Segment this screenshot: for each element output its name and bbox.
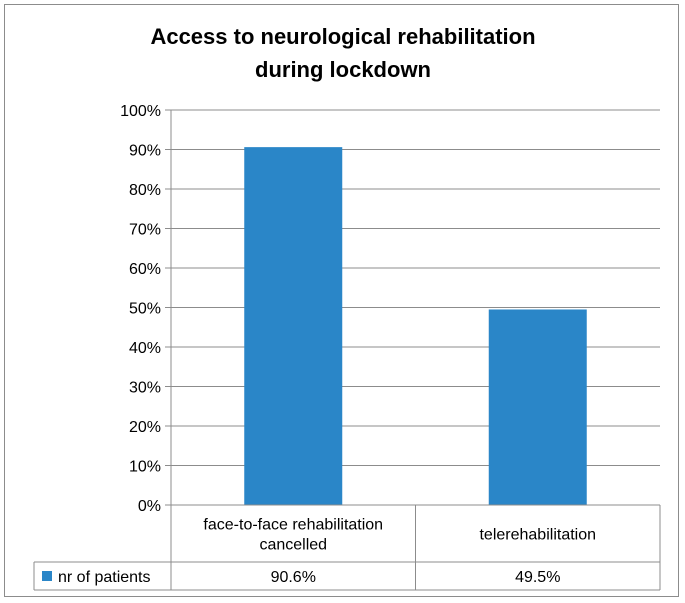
- y-tick-label: 50%: [129, 301, 161, 318]
- bar: [244, 147, 343, 505]
- bar: [488, 309, 587, 505]
- chart-title-line-1: Access to neurological rehabilitation: [150, 24, 535, 49]
- chart-title-line-2: during lockdown: [255, 57, 431, 82]
- y-tick-label: 60%: [129, 261, 161, 278]
- y-tick-label: 70%: [129, 222, 161, 239]
- y-axis-ticks: 0% 10% 20% 30% 40% 50% 60% 70% 80% 90% 100%: [120, 103, 161, 515]
- x-category-label: telerehabilitation: [479, 527, 596, 544]
- x-category-label: cancelled: [259, 537, 327, 554]
- y-tick-label: 30%: [129, 380, 161, 397]
- y-tick-label: 80%: [129, 182, 161, 199]
- data-table-value: 49.5%: [515, 569, 560, 586]
- y-tick-label: 40%: [129, 340, 161, 357]
- y-tick-label: 20%: [129, 419, 161, 436]
- y-tick-label: 10%: [129, 459, 161, 476]
- y-tick-label: 90%: [129, 143, 161, 160]
- data-table-value: 90.6%: [271, 569, 316, 586]
- legend-series-name: nr of patients: [58, 569, 151, 586]
- data-table: face-to-face rehabilitation cancelled tele…: [33, 504, 661, 591]
- y-tick-label: 0%: [138, 498, 161, 515]
- y-tick-label: 100%: [120, 103, 161, 120]
- x-category-label: face-to-face rehabilitation: [203, 517, 383, 534]
- bars: [244, 147, 587, 505]
- legend-swatch: [42, 571, 52, 581]
